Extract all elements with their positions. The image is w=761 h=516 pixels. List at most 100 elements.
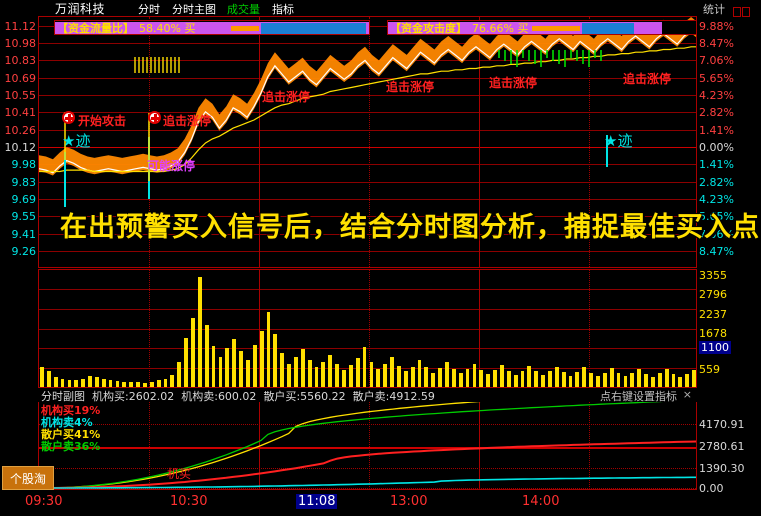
volume-bar (397, 366, 401, 387)
volume-bar (211, 345, 216, 387)
volume-bar (513, 374, 518, 387)
volume-bar (609, 367, 614, 387)
volume-bar (472, 364, 477, 387)
volume-bar (637, 368, 642, 387)
price-tick-zero: 10.12 (4, 141, 37, 154)
ribbon-fund-attack[interactable]: 【资金攻击度】 76.66% 买 (387, 20, 697, 35)
volume-bar (225, 348, 230, 387)
volume-bar (81, 378, 86, 387)
ribbon-label: 【资金攻击度】 (390, 21, 467, 35)
stat-value: 4912.59 (389, 390, 435, 403)
price-chart[interactable] (38, 16, 697, 268)
gridline-vertical (589, 270, 590, 387)
capital-flow-svg: 机买 (39, 402, 696, 489)
sub-panel-title: 分时副图 (41, 390, 85, 403)
price-tick: 10.41 (4, 106, 37, 119)
volume-bar (163, 379, 168, 387)
volume-tick: 2796 (699, 288, 727, 301)
ribbon-value: 76.66% 买 (472, 21, 529, 35)
tab-fenshi[interactable]: 分时 (138, 3, 160, 16)
volume-bar (390, 357, 394, 387)
volume-chart[interactable] (38, 269, 697, 388)
volume-bar (369, 362, 374, 387)
stat-value: 2602.02 (128, 390, 175, 403)
pct-tick: 7.06% (699, 228, 734, 241)
pct-tick: 8.47% (699, 245, 734, 258)
pct-tick: 2.82% (699, 176, 734, 189)
ribbon-fund-flow[interactable]: 【资金流量比】 58.40% 买 (54, 20, 370, 35)
volume-bar (685, 373, 690, 387)
volume-bar (259, 331, 264, 387)
price-tick: 9.55 (11, 210, 37, 223)
legend-retail-buy: 散户买41% (41, 428, 101, 441)
signal-bulb-icon (148, 111, 161, 124)
tab-volume[interactable]: 成交量 (227, 3, 260, 16)
gridline (39, 216, 696, 217)
volume-bar (417, 360, 422, 387)
volume-bar (287, 364, 291, 387)
annotation-start-attack: 开始攻击 (78, 114, 127, 128)
gridline (39, 199, 696, 200)
pct-tick: 4.23% (699, 89, 734, 102)
volume-bar (493, 369, 497, 387)
sub-tick: 2780.61 (699, 440, 745, 453)
volume-bar (122, 381, 127, 387)
volume-bar (170, 374, 175, 387)
price-tick: 10.83 (4, 54, 37, 67)
stock-pick-button[interactable]: 个股淘 (2, 466, 54, 490)
stat-value: 5560.22 (300, 390, 346, 403)
volume-bar (156, 380, 161, 387)
annotation-chase-limitup: 追击涨停 (489, 76, 538, 90)
volume-bar (60, 378, 65, 387)
tab-fenshi-main[interactable]: 分时主图 (172, 3, 216, 16)
tab-indicator[interactable]: 指标 (272, 3, 294, 16)
price-tick: 9.69 (11, 193, 37, 206)
gridline-vertical (259, 270, 260, 387)
stat-label: 机构买 (92, 390, 125, 403)
volume-bar (692, 369, 696, 387)
volume-bar (88, 375, 92, 387)
ribbon-text: 【资金流量比】 58.40% 买 (55, 21, 195, 35)
gridline (39, 309, 696, 310)
volume-bar (245, 360, 250, 387)
volume-bar (424, 367, 429, 387)
volume-bar (40, 366, 44, 387)
annotation-chase-limitup: 追击涨停 (386, 80, 435, 94)
close-icon[interactable]: × (682, 388, 692, 401)
volume-bar (94, 377, 99, 387)
statistics-label[interactable]: 统计 (703, 3, 725, 16)
stat-label: 散户买 (263, 390, 297, 403)
restore-icon[interactable] (733, 7, 741, 17)
volume-bar (554, 366, 559, 387)
time-tick: 14:00 (522, 494, 560, 509)
volume-bar (458, 373, 463, 387)
gridline-vertical (369, 270, 370, 387)
capital-flow-chart[interactable]: 机买 机构买19% 机构卖4% 散户买41% 散户卖36% (38, 402, 697, 490)
volume-bar (596, 375, 600, 387)
gridline (39, 447, 696, 449)
maximize-icon[interactable] (742, 7, 750, 17)
pct-tick: 5.65% (699, 210, 734, 223)
percent-axis: 9.88% 8.47% 7.06% 5.65% 4.23% 2.82% 1.41… (697, 16, 761, 388)
volume-bar (561, 371, 566, 387)
gridline-vertical (479, 270, 480, 387)
volume-bar (46, 371, 51, 387)
gridline (39, 95, 696, 96)
sub-panel-header: 分时副图 机构买:2602.02 机构卖:600.02 散户买:5560.22 … (38, 388, 697, 403)
volume-tick: 559 (699, 363, 720, 376)
stat-label: 散户卖 (352, 390, 386, 403)
gridline-vertical (369, 17, 370, 267)
signal-bulb-icon (62, 111, 75, 124)
gridline (39, 112, 696, 113)
volume-bar (644, 373, 648, 387)
window-controls[interactable] (733, 2, 755, 17)
gridline (39, 234, 696, 235)
gridline (39, 424, 696, 425)
volume-bar (184, 338, 189, 387)
annotation-chase-limitup: 追击涨停 (262, 90, 311, 104)
pct-tick: 4.23% (699, 193, 734, 206)
volume-bar (486, 373, 491, 387)
gridline-vertical (479, 402, 480, 489)
ribbon-bars (388, 21, 696, 34)
